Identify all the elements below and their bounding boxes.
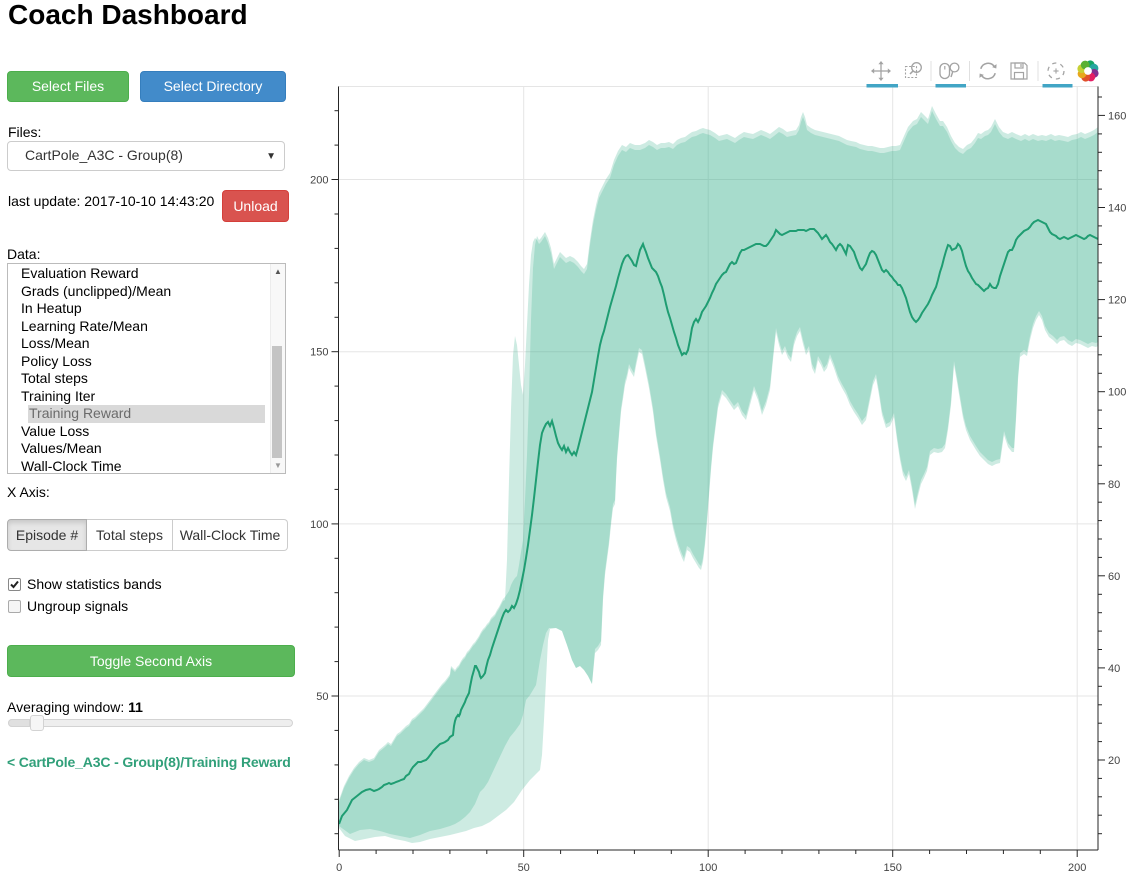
svg-text:200: 200 (1068, 862, 1086, 874)
svg-text:100: 100 (699, 862, 717, 874)
svg-text:20: 20 (1108, 755, 1120, 767)
svg-text:100: 100 (1108, 387, 1126, 399)
svg-text:0: 0 (336, 862, 342, 874)
svg-text:80: 80 (1108, 479, 1120, 491)
svg-text:100: 100 (310, 519, 328, 531)
svg-text:50: 50 (518, 862, 530, 874)
svg-text:150: 150 (310, 347, 328, 359)
svg-text:140: 140 (1108, 203, 1126, 215)
svg-text:160: 160 (1108, 110, 1126, 122)
svg-text:150: 150 (884, 862, 902, 874)
svg-text:200: 200 (310, 175, 328, 187)
svg-text:120: 120 (1108, 295, 1126, 307)
svg-text:50: 50 (316, 691, 328, 703)
svg-text:60: 60 (1108, 571, 1120, 583)
svg-text:40: 40 (1108, 663, 1120, 675)
